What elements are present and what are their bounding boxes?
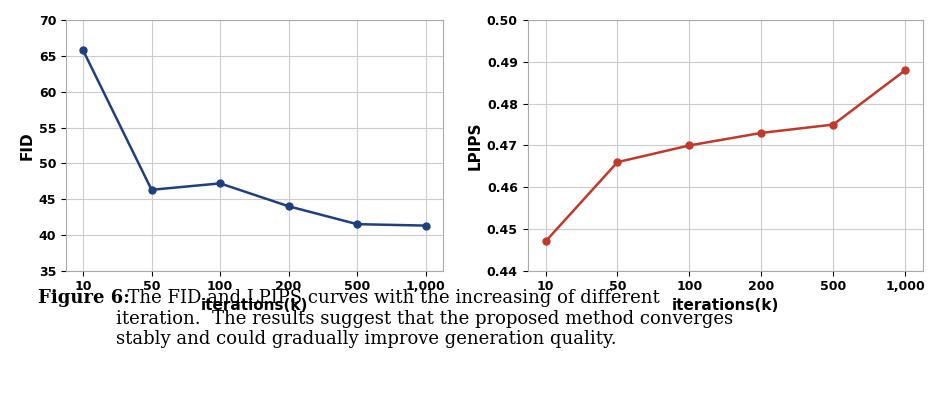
Text: Figure 6:: Figure 6: bbox=[38, 289, 130, 307]
Y-axis label: LPIPS: LPIPS bbox=[467, 121, 482, 170]
X-axis label: iterations(k): iterations(k) bbox=[672, 298, 779, 313]
X-axis label: iterations(k): iterations(k) bbox=[201, 298, 308, 313]
Text: The FID and LPIPS curves with the increasing of different
iteration.  The result: The FID and LPIPS curves with the increa… bbox=[116, 289, 733, 349]
Y-axis label: FID: FID bbox=[20, 131, 35, 160]
